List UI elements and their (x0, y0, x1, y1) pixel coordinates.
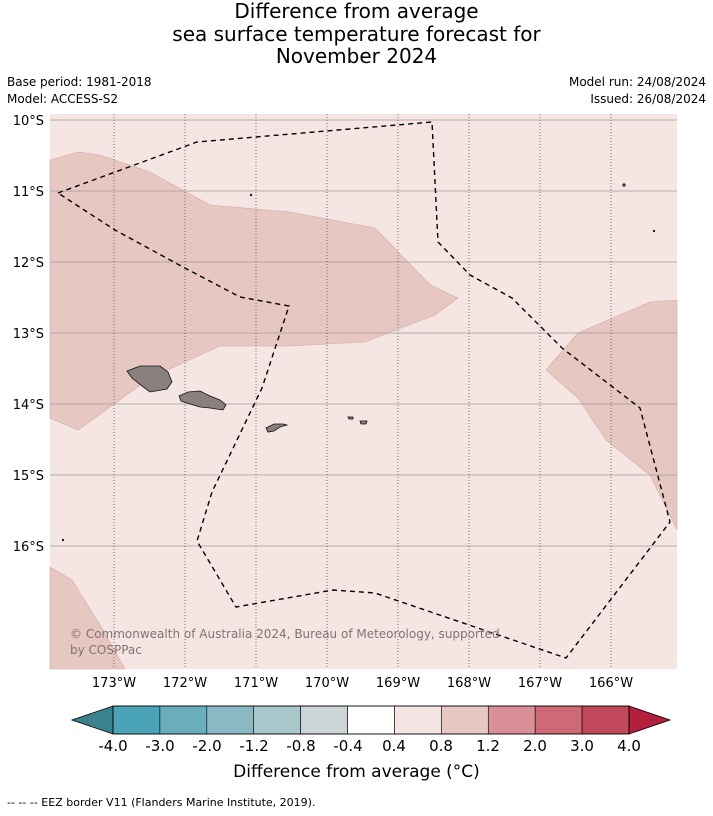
colorbar-tick: 1.2 (476, 737, 500, 755)
title-line-2: sea surface temperature forecast for (172, 21, 541, 46)
colorbar-tick: 2.0 (523, 737, 547, 755)
lat-label: 16°S (13, 540, 44, 555)
colorbar-segment (159, 705, 208, 735)
lat-label: 12°S (13, 256, 44, 271)
lon-label: 173°W (92, 676, 136, 691)
colorbar-segment (112, 705, 161, 735)
longitude-labels: 173°W 172°W 171°W 170°W 169°W 168°W 167°… (92, 676, 633, 691)
colorbar-tick: 3.0 (570, 737, 594, 755)
colorbar-segment (300, 705, 348, 735)
model-run: Model run: 24/08/2024 (568, 75, 706, 89)
meta-left: Base period: 1981-2018 Model: ACCESS-S2 (7, 74, 152, 108)
island-tutuila (265, 423, 289, 433)
lon-label: 169°W (376, 676, 420, 691)
colorbar-low-extend (70, 705, 114, 735)
colorbar-segment (534, 705, 583, 735)
colorbar-tick: -4.0 (98, 737, 127, 755)
islet-east (652, 229, 656, 233)
footer-legend: -- -- -- EEZ border V11 (Flanders Marine… (7, 796, 316, 809)
colorbar-frame (112, 705, 630, 735)
colorbar-tick: -2.0 (192, 737, 221, 755)
latitude-gridlines (50, 119, 677, 547)
anomaly-region-southwest (49, 566, 126, 670)
lon-label: 171°W (234, 676, 278, 691)
colorbar-label: Difference from average (°C) (233, 762, 480, 782)
lon-label: 170°W (305, 676, 349, 691)
colorbar: -4.0 -3.0 -2.0 -1.2 -0.8 -0.4 0.4 0.8 1.… (70, 705, 672, 755)
copyright-notice: © Commonwealth of Australia 2024, Bureau… (70, 627, 500, 657)
colorbar-segment (347, 705, 395, 735)
anomaly-region-north (49, 151, 459, 431)
lat-label: 13°S (13, 327, 44, 342)
title-line-3: November 2024 (275, 44, 438, 68)
lon-label: 166°W (589, 676, 633, 691)
colorbar-tick: 4.0 (617, 737, 641, 755)
map-panel (49, 114, 678, 670)
island-tau (359, 420, 368, 425)
colorbar-segment (253, 705, 301, 735)
lat-label: 11°S (13, 185, 44, 200)
meta-right: Model run: 24/08/2024 Issued: 26/08/2024 (569, 74, 706, 108)
latitude-labels: 10°S 11°S 12°S 13°S 14°S 15°S 16°S (13, 114, 44, 555)
colorbar-segments (112, 705, 630, 735)
lon-label: 168°W (447, 676, 491, 691)
colorbar-tick: -3.0 (145, 737, 174, 755)
island-savaii (126, 365, 173, 393)
island-upolu (178, 390, 227, 411)
chart-title: Difference from average sea surface temp… (0, 0, 713, 68)
base-period: Base period: 1981-2018 (7, 75, 152, 89)
islet-swains-area (622, 183, 626, 187)
colorbar-segment (581, 705, 630, 735)
colorbar-segment (394, 705, 442, 735)
colorbar-tick: -0.4 (333, 737, 362, 755)
lat-label: 10°S (13, 114, 44, 129)
lat-label: 15°S (13, 469, 44, 484)
colorbar-tick-labels: -4.0 -3.0 -2.0 -1.2 -0.8 -0.4 0.4 0.8 1.… (98, 737, 641, 755)
colorbar-tick: 0.8 (429, 737, 453, 755)
colorbar-tick: -0.8 (286, 737, 315, 755)
colorbar-segment (487, 705, 536, 735)
lon-label: 167°W (518, 676, 562, 691)
longitude-gridlines (113, 114, 612, 669)
colorbar-tick: -1.2 (239, 737, 268, 755)
colorbar-segment (206, 705, 255, 735)
colorbar-tick: 0.4 (382, 737, 406, 755)
islet-north (249, 193, 253, 197)
issued-date: Issued: 26/08/2024 (590, 92, 706, 106)
colorbar-high-extend (628, 705, 672, 735)
model-name: Model: ACCESS-S2 (7, 92, 119, 106)
islet-southwest (61, 538, 65, 542)
land-masses (61, 183, 656, 542)
colorbar-segment (441, 705, 489, 735)
island-ofu (347, 416, 354, 420)
lon-label: 172°W (163, 676, 207, 691)
lat-label: 14°S (13, 398, 44, 413)
title-line-1: Difference from average (234, 0, 479, 23)
